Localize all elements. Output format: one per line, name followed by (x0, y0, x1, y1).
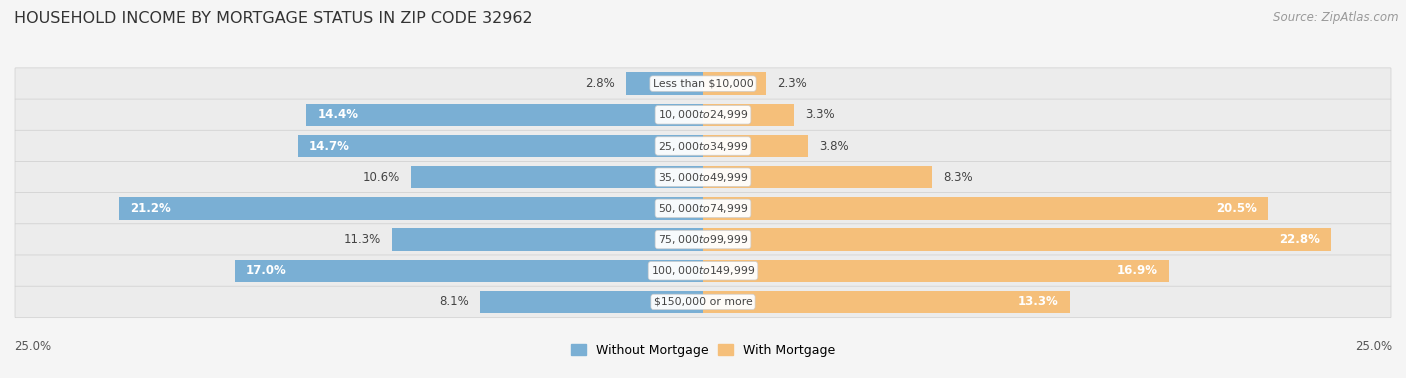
Text: $100,000 to $149,999: $100,000 to $149,999 (651, 264, 755, 277)
Text: 11.3%: 11.3% (343, 233, 381, 246)
Legend: Without Mortgage, With Mortgage: Without Mortgage, With Mortgage (571, 344, 835, 356)
Text: 8.1%: 8.1% (439, 296, 468, 308)
Text: 10.6%: 10.6% (363, 171, 399, 184)
Bar (479, 291, 703, 313)
Text: Less than $10,000: Less than $10,000 (652, 79, 754, 88)
Text: 25.0%: 25.0% (1355, 340, 1392, 353)
Bar (703, 228, 1331, 251)
Bar (626, 73, 703, 95)
Text: $25,000 to $34,999: $25,000 to $34,999 (658, 139, 748, 152)
FancyBboxPatch shape (15, 99, 1391, 130)
Text: 3.3%: 3.3% (806, 108, 835, 121)
FancyBboxPatch shape (15, 286, 1391, 318)
Text: $50,000 to $74,999: $50,000 to $74,999 (658, 202, 748, 215)
Text: 22.8%: 22.8% (1279, 233, 1320, 246)
Text: 2.3%: 2.3% (778, 77, 807, 90)
Bar (703, 291, 1070, 313)
Text: 20.5%: 20.5% (1216, 202, 1257, 215)
Text: Source: ZipAtlas.com: Source: ZipAtlas.com (1274, 11, 1399, 24)
Text: 8.3%: 8.3% (943, 171, 973, 184)
Text: $150,000 or more: $150,000 or more (654, 297, 752, 307)
Text: $10,000 to $24,999: $10,000 to $24,999 (658, 108, 748, 121)
Text: 25.0%: 25.0% (14, 340, 51, 353)
Text: $35,000 to $49,999: $35,000 to $49,999 (658, 171, 748, 184)
Text: 2.8%: 2.8% (585, 77, 614, 90)
Bar (307, 104, 703, 126)
Bar (392, 228, 703, 251)
Bar (235, 260, 703, 282)
FancyBboxPatch shape (15, 193, 1391, 224)
Text: $75,000 to $99,999: $75,000 to $99,999 (658, 233, 748, 246)
Bar (703, 166, 932, 188)
Bar (703, 104, 794, 126)
Bar (118, 197, 703, 220)
Text: 16.9%: 16.9% (1116, 264, 1157, 277)
Bar (298, 135, 703, 157)
Bar (411, 166, 703, 188)
Text: 14.4%: 14.4% (318, 108, 359, 121)
Text: 21.2%: 21.2% (129, 202, 170, 215)
Text: HOUSEHOLD INCOME BY MORTGAGE STATUS IN ZIP CODE 32962: HOUSEHOLD INCOME BY MORTGAGE STATUS IN Z… (14, 11, 533, 26)
Bar (703, 197, 1268, 220)
FancyBboxPatch shape (15, 68, 1391, 99)
FancyBboxPatch shape (15, 161, 1391, 193)
FancyBboxPatch shape (15, 224, 1391, 255)
FancyBboxPatch shape (15, 255, 1391, 287)
Text: 14.7%: 14.7% (309, 139, 350, 152)
Bar (703, 135, 807, 157)
Bar (703, 73, 766, 95)
Text: 3.8%: 3.8% (818, 139, 848, 152)
FancyBboxPatch shape (15, 130, 1391, 162)
Bar (703, 260, 1168, 282)
Text: 17.0%: 17.0% (246, 264, 287, 277)
Text: 13.3%: 13.3% (1018, 296, 1059, 308)
